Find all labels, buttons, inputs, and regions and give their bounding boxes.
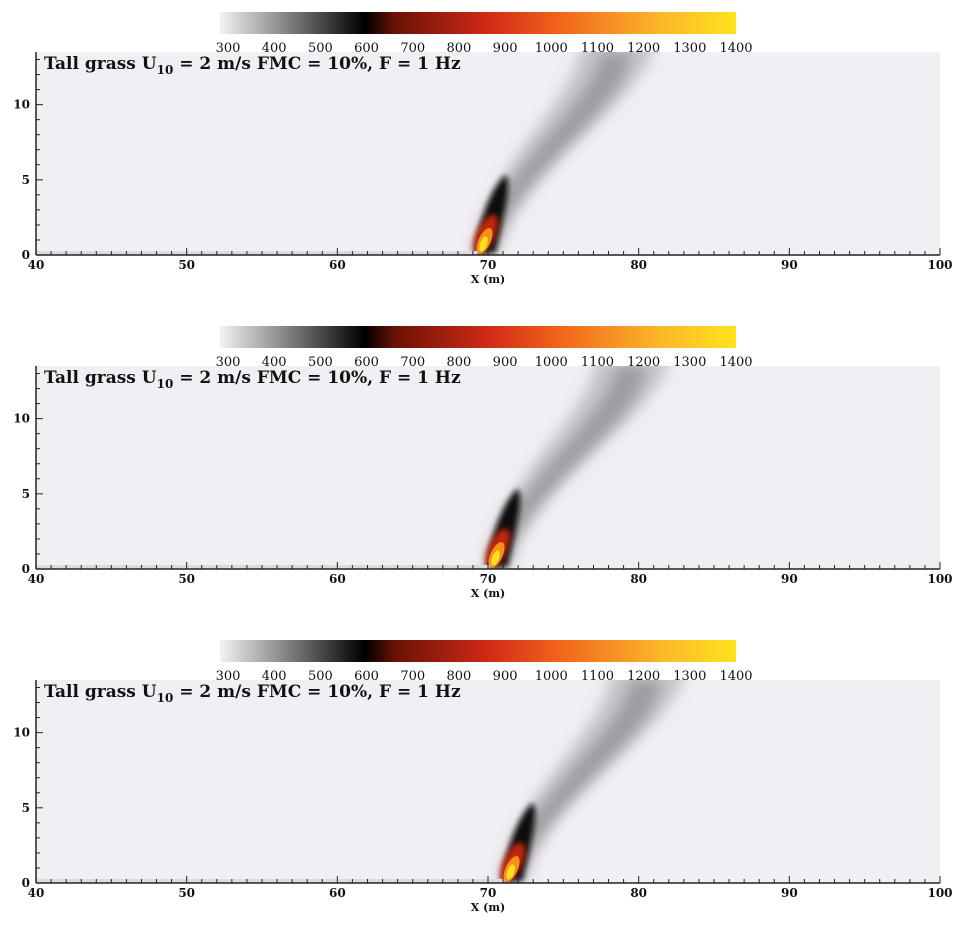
chart-panel-3: 300 400 500 600 700 800 900 1000 1100 1200 1300 140… xyxy=(0,628,953,928)
plume-mid xyxy=(504,680,662,881)
plume-mid xyxy=(477,52,632,253)
chart-title: Tall grass U10 = 2 m/s FMC = 10%, F = 1 … xyxy=(44,682,461,705)
ground-band xyxy=(36,565,490,569)
x-tick-label: 50 xyxy=(178,886,195,900)
x-tick-label: 90 xyxy=(781,572,798,586)
x-axis-label: X (m) xyxy=(471,587,505,600)
y-tick-label: 0 xyxy=(22,876,30,890)
x-tick-label: 50 xyxy=(178,572,195,586)
ground-band xyxy=(36,879,505,883)
flame-core xyxy=(479,236,488,252)
x-tick-label: 70 xyxy=(480,886,497,900)
x-tick-label: 90 xyxy=(781,886,798,900)
flame-core xyxy=(506,864,515,880)
x-tick-label: 40 xyxy=(28,886,45,900)
x-tick-label: 100 xyxy=(927,886,952,900)
x-tick-label: 100 xyxy=(927,258,952,272)
x-tick-label: 60 xyxy=(329,572,346,586)
x-tick-label: 40 xyxy=(28,258,45,272)
y-tick-label: 5 xyxy=(22,801,30,815)
chart-title: Tall grass U10 = 2 m/s FMC = 10%, F = 1 … xyxy=(44,368,461,391)
chart-panel-2: 300 400 500 600 700 800 900 1000 1100 1200 1300 140… xyxy=(0,314,953,614)
colorbar xyxy=(220,326,736,348)
x-tick-label: 70 xyxy=(480,258,497,272)
x-tick-label: 90 xyxy=(781,258,798,272)
chart-3: 300 400 500 600 700 800 900 1000 1100 1200 1300 140… xyxy=(13,640,953,914)
chart-title: Tall grass U10 = 2 m/s FMC = 10%, F = 1 … xyxy=(44,54,461,77)
y-tick-label: 0 xyxy=(22,248,30,262)
plume-outer xyxy=(483,366,669,567)
plume-outer xyxy=(498,680,684,881)
flame-core xyxy=(491,550,500,566)
y-tick-label: 5 xyxy=(22,173,30,187)
temperature-field xyxy=(36,52,654,255)
x-tick-label: 80 xyxy=(630,258,647,272)
chart-1: 300 400 500 600 700 800 900 1000 1100 1200 1300 140… xyxy=(13,12,953,286)
y-tick-label: 0 xyxy=(22,562,30,576)
plot-area xyxy=(36,366,940,569)
temperature-field xyxy=(36,680,684,883)
plot-area xyxy=(36,680,940,883)
x-axis-label: X (m) xyxy=(471,273,505,286)
x-axis-label: X (m) xyxy=(471,901,505,914)
y-tick-label: 10 xyxy=(13,412,30,426)
temperature-field xyxy=(36,366,669,569)
y-tick-label: 10 xyxy=(13,726,30,740)
x-tick-label: 70 xyxy=(480,572,497,586)
y-tick-label: 5 xyxy=(22,487,30,501)
x-tick-label: 100 xyxy=(927,572,952,586)
chart-panel-1: 300 400 500 600 700 800 900 1000 1100 1200 1300 140… xyxy=(0,0,953,300)
plume-mid xyxy=(489,366,647,567)
x-tick-label: 80 xyxy=(630,886,647,900)
x-tick-label: 60 xyxy=(329,258,346,272)
y-tick-label: 10 xyxy=(13,98,30,112)
x-tick-label: 60 xyxy=(329,886,346,900)
colorbar xyxy=(220,640,736,662)
ground-band xyxy=(36,251,478,255)
x-tick-label: 80 xyxy=(630,572,647,586)
chart-2: 300 400 500 600 700 800 900 1000 1100 1200 1300 140… xyxy=(13,326,953,600)
x-tick-label: 40 xyxy=(28,572,45,586)
x-tick-label: 50 xyxy=(178,258,195,272)
colorbar xyxy=(220,12,736,34)
